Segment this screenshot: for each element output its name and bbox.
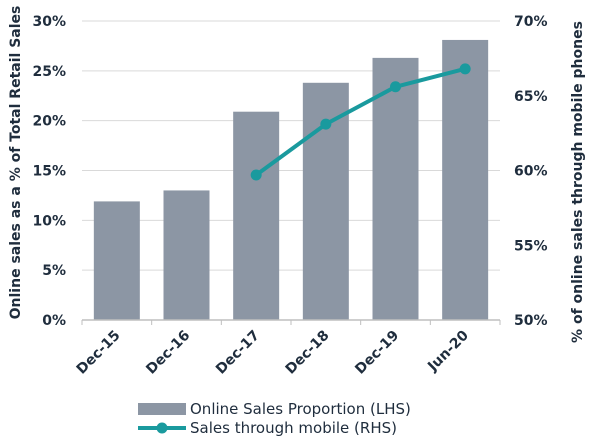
bar [442,39,489,320]
left-axis-title: Online sales as a % of Total Retail Sale… [8,6,24,320]
right-tick-label: 50% [514,313,548,329]
x-tick-label: Dec-16 [143,328,193,378]
right-tick-label: 60% [514,164,548,180]
legend-line-marker [156,422,168,434]
x-tick-label: Dec-15 [74,328,124,378]
mobile-sales-point [390,81,401,93]
right-tick-label: 70% [514,14,548,30]
bar [372,57,419,320]
left-tick-label: 20% [32,114,66,130]
left-tick-label: 10% [32,213,66,229]
left-tick-label: 0% [42,313,66,329]
right-tick-label: 55% [514,238,548,254]
legend-bar-label: Online Sales Proportion (LHS) [190,400,411,418]
legend-layer: Online Sales Proportion (LHS)Sales throu… [138,400,411,437]
legend-bar-swatch [138,403,186,415]
left-tick-label: 15% [32,164,66,180]
line-layer [250,63,471,181]
right-tick-label: 65% [514,89,548,105]
mobile-sales-point [250,169,262,181]
bar [93,201,140,320]
legend-line-label: Sales through mobile (RHS) [190,419,397,437]
bar [233,111,280,321]
x-tick-label: Dec-17 [213,328,263,378]
label-layer: 0% 5% 10% 15% 20% 25% 30% 50% 55% 60% 65% 70% Dec-15… [8,6,586,378]
axis-layer [81,319,501,325]
left-tick-label: 30% [32,14,66,30]
bar-layer [93,39,489,321]
left-tick-label: 25% [32,64,66,80]
bar [163,190,210,320]
x-tick-label: Jun-20 [424,327,472,375]
grid-layer [82,20,500,271]
x-tick-label: Dec-19 [352,328,402,378]
left-tick-label: 5% [42,263,66,279]
x-tick-label: Dec-18 [283,328,333,378]
right-axis-title: % of online sales through mobile phones [570,21,586,343]
mobile-sales-line [254,66,466,177]
mobile-sales-point [459,63,471,75]
bar [302,82,349,320]
mobile-sales-point [320,118,332,130]
